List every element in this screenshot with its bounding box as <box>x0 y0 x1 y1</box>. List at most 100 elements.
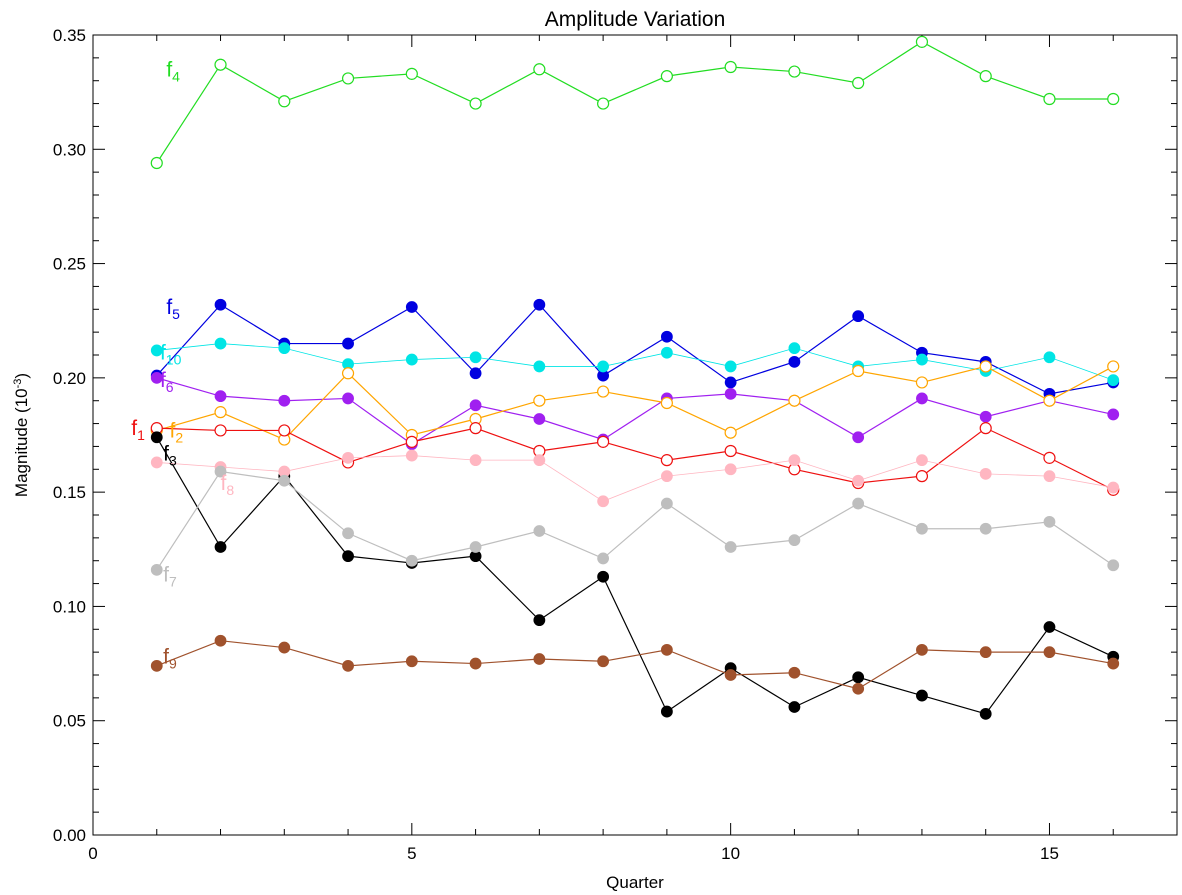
data-point <box>469 97 482 110</box>
data-point <box>1107 360 1120 373</box>
series-label: f2 <box>170 419 184 445</box>
data-point <box>533 63 546 76</box>
data-point <box>1043 621 1056 633</box>
series-f4 <box>150 35 1120 170</box>
data-point <box>469 399 482 412</box>
data-point <box>533 360 546 373</box>
series-label: f7 <box>163 563 177 589</box>
series-line <box>156 470 1114 571</box>
data-point <box>1107 92 1120 106</box>
data-point <box>660 705 673 718</box>
data-point <box>214 390 227 403</box>
data-point <box>915 470 929 483</box>
data-point <box>916 643 928 656</box>
series-line <box>156 365 1114 441</box>
y-tick-label: 0.25 <box>53 255 86 274</box>
data-point <box>852 497 865 510</box>
data-point <box>278 474 291 487</box>
data-point <box>1043 451 1056 464</box>
y-tick-label: 0.20 <box>53 369 86 388</box>
data-point <box>660 396 673 410</box>
y-tick-label: 0.00 <box>53 826 86 845</box>
data-point <box>724 60 737 74</box>
x-axis-ticks: 0 5 10 15 <box>88 35 1178 863</box>
series-f8 <box>150 449 1120 508</box>
data-point <box>150 156 163 170</box>
data-point <box>469 454 482 467</box>
data-point <box>214 298 227 311</box>
data-point <box>342 550 354 563</box>
data-point <box>1043 394 1056 407</box>
series-f7 <box>150 465 1120 576</box>
data-point <box>724 426 737 439</box>
data-point <box>1043 470 1056 483</box>
y-tick-label: 0.35 <box>53 26 86 45</box>
data-point <box>852 474 865 487</box>
data-point <box>533 394 546 407</box>
series-line <box>156 427 1114 491</box>
data-point <box>915 376 929 389</box>
data-point <box>533 525 546 537</box>
data-point <box>660 330 673 343</box>
data-point <box>852 671 865 684</box>
chart-title: Amplitude Variation <box>545 8 726 31</box>
data-point <box>150 563 163 576</box>
data-point <box>916 689 928 702</box>
data-point <box>660 70 673 83</box>
data-point <box>852 310 865 323</box>
series-line <box>156 640 1114 690</box>
y-tick-label: 0.10 <box>53 597 86 616</box>
data-point <box>405 554 418 567</box>
data-point <box>597 570 610 583</box>
series-f3 <box>150 431 1120 720</box>
data-point <box>852 364 865 378</box>
data-point <box>915 35 929 48</box>
data-point <box>724 669 737 681</box>
series-f1 <box>150 422 1120 496</box>
data-point <box>405 353 418 366</box>
data-point <box>533 298 546 311</box>
data-point <box>724 376 737 389</box>
data-point <box>788 342 801 355</box>
data-point <box>341 367 355 380</box>
x-tick-label: 15 <box>1040 844 1059 863</box>
data-point <box>1043 646 1056 659</box>
data-point <box>405 435 418 448</box>
data-point <box>852 76 865 90</box>
data-point <box>788 701 801 713</box>
data-point <box>469 351 482 364</box>
data-point <box>150 371 163 384</box>
data-point <box>214 58 227 71</box>
data-point <box>342 527 354 540</box>
data-point <box>979 646 992 659</box>
data-point <box>916 353 928 366</box>
data-point <box>342 659 354 672</box>
data-point <box>916 392 928 405</box>
y-axis-label-sup: -3 <box>12 379 24 389</box>
series-label: f9 <box>163 646 177 672</box>
data-point <box>852 431 865 444</box>
data-point <box>342 337 354 350</box>
data-point <box>979 70 992 83</box>
data-point <box>533 413 546 425</box>
data-point <box>278 394 291 407</box>
data-point <box>469 657 482 670</box>
data-point <box>979 422 992 435</box>
y-tick-label: 0.15 <box>53 483 86 502</box>
series-label: f10 <box>160 342 182 368</box>
data-point <box>469 422 482 435</box>
data-point <box>916 454 928 467</box>
series-f2 <box>150 360 1120 446</box>
series-label: f3 <box>163 442 177 468</box>
data-point <box>979 410 992 423</box>
data-point <box>533 653 546 665</box>
x-tick-label: 0 <box>88 844 97 863</box>
series-f9 <box>150 634 1120 695</box>
series-f6 <box>150 371 1120 451</box>
series-label: f4 <box>166 58 180 84</box>
data-point <box>979 360 992 373</box>
data-point <box>979 522 992 535</box>
data-point <box>852 682 865 695</box>
data-point <box>278 95 291 108</box>
